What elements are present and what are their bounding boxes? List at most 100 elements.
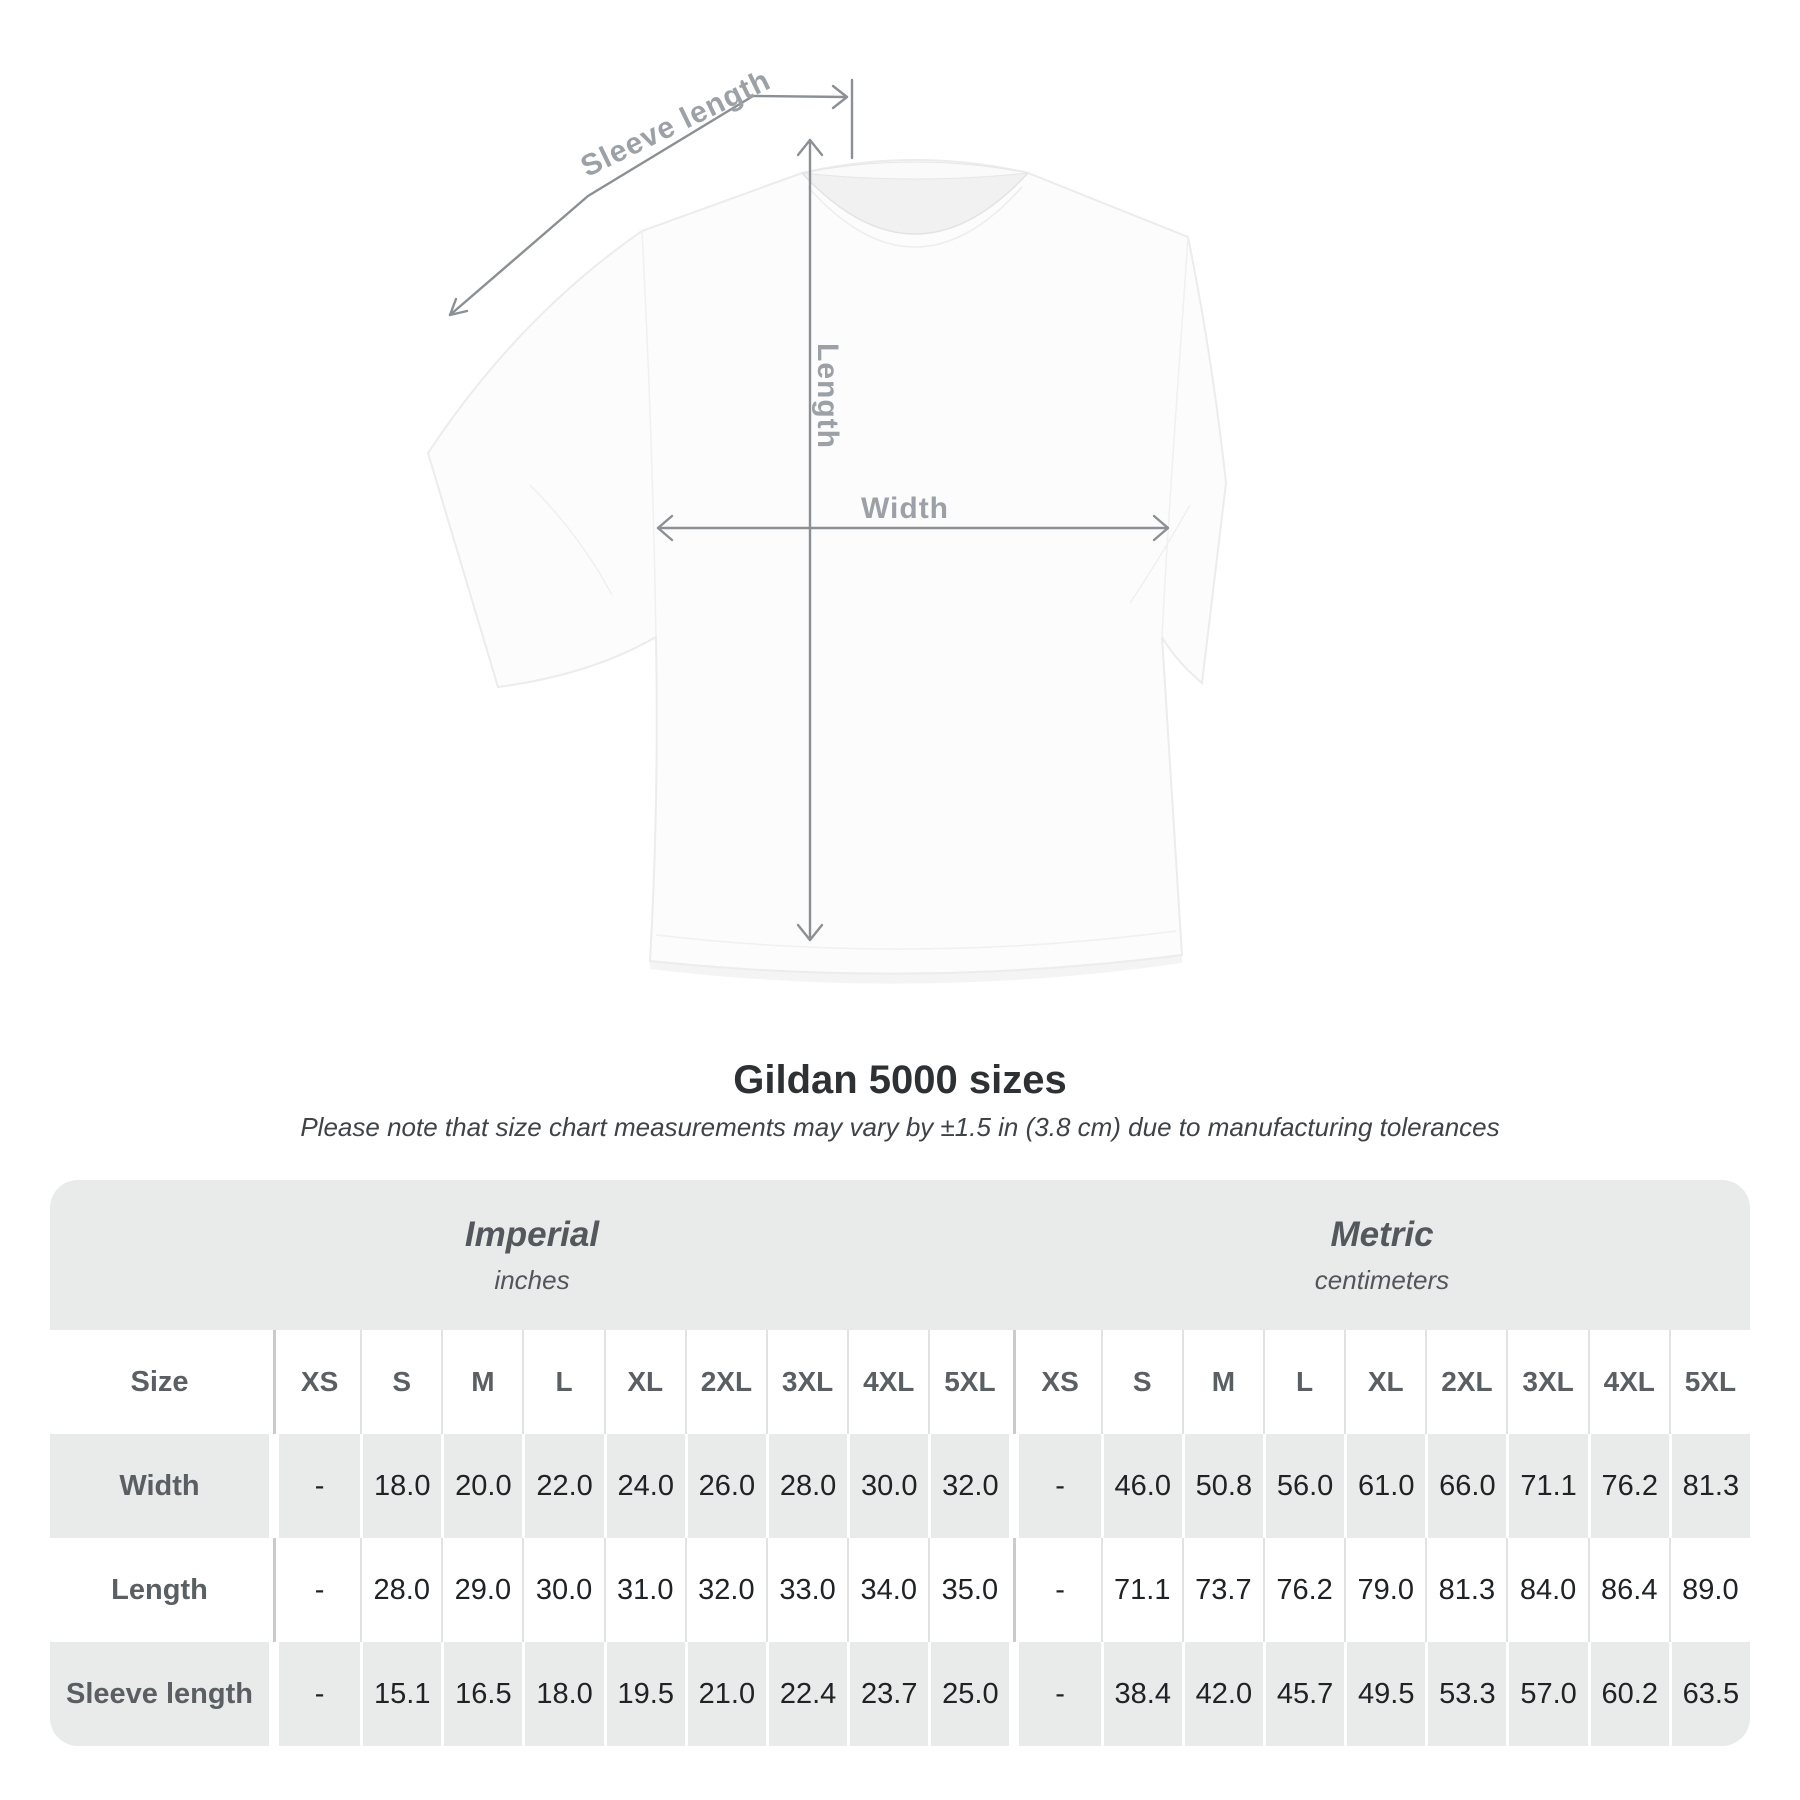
table-cell: 46.0 [1100,1434,1182,1538]
table-cell: 38.4 [1100,1642,1182,1746]
size-header-row: Size XS S M L XL 2XL 3XL 4XL 5XL XS S M … [50,1330,1750,1434]
size-header-xs: XS [300,1366,339,1397]
table-cell: 81.3 [1668,1434,1750,1538]
width-label: Width [860,492,950,525]
table-cell: - [279,1642,361,1746]
sleeve-length-arrow [448,78,854,317]
size-header-s: S [1100,1330,1182,1434]
size-header-xl: XL [603,1330,685,1434]
table-cell: 42.0 [1181,1642,1263,1746]
table-cell: 32.0 [684,1538,766,1642]
table-cell: 33.0 [765,1538,847,1642]
table-cell: 81.3 [1425,1538,1506,1642]
table-cell: 79.0 [1344,1538,1425,1642]
table-cell: 31.0 [603,1538,685,1642]
size-header-3xl: 3XL [765,1330,847,1434]
table-row-sleeve-length: Sleeve length - 15.1 16.5 18.0 19.5 21.0… [50,1642,1750,1746]
table-cell: 71.1 [1100,1538,1182,1642]
table-cell: 24.0 [603,1434,685,1538]
collar-opening [802,162,1028,234]
row-label-sleeve-length: Sleeve length [50,1642,269,1746]
table-cell: 76.2 [1587,1434,1669,1538]
table-cell: 22.4 [765,1642,848,1746]
table-cell: 15.1 [360,1642,442,1746]
unit-divider [1009,1330,1020,1434]
table-cell: 34.0 [847,1538,928,1642]
length-arrow [796,138,824,942]
size-header-2xl: 2XL [1425,1330,1506,1434]
size-header-4xl: 4XL [847,1330,928,1434]
table-cell: 25.0 [928,1642,1010,1746]
collar-neckline [801,172,1029,235]
table-cell: 30.0 [522,1538,603,1642]
table-cell: 53.3 [1425,1642,1507,1746]
table-cell: 20.0 [441,1434,523,1538]
size-header-5xl: 5XL [928,1330,1009,1434]
table-cell: 22.0 [522,1434,604,1538]
collar-stitch [807,186,1023,248]
row-label-length: Length [111,1573,208,1606]
size-header-5xl: 5XL [1668,1330,1750,1434]
size-header-3xl: 3XL [1506,1330,1587,1434]
tshirt-diagram [426,78,1228,984]
table-cell: 86.4 [1587,1538,1669,1642]
table-cell: 35.0 [928,1538,1009,1642]
table-cell: 49.5 [1344,1642,1426,1746]
size-header-s: S [360,1330,441,1434]
table-cell: 73.7 [1181,1538,1263,1642]
table-cell: 61.0 [1344,1434,1426,1538]
table-cell: 32.0 [928,1434,1010,1538]
column-divider [269,1330,279,1434]
table-cell: 71.1 [1506,1434,1588,1538]
row-label-width: Width [50,1434,269,1538]
table-cell: 84.0 [1506,1538,1587,1642]
table-cell: 28.0 [765,1434,848,1538]
size-header-m: M [441,1330,522,1434]
table-cell: - [1019,1642,1101,1746]
table-cell: 50.8 [1181,1434,1263,1538]
table-cell: 30.0 [847,1434,929,1538]
shirt-shadow [650,955,1182,984]
size-header-2xl: 2XL [684,1330,766,1434]
table-cell: 26.0 [684,1434,766,1538]
table-cell: 57.0 [1506,1642,1588,1746]
unit-divider [1009,1642,1019,1746]
page-title: Gildan 5000 sizes [733,1058,1067,1102]
group-unit: inches [494,1264,570,1295]
size-header-xs: XS [1041,1366,1079,1397]
table-cell: 56.0 [1262,1434,1345,1538]
table-cell: 18.0 [360,1434,442,1538]
group-unit: centimeters [1314,1264,1450,1295]
size-header-l: L [522,1330,603,1434]
group-name: Metric [1330,1214,1434,1254]
size-header-4xl: 4XL [1587,1330,1669,1434]
table-cell: 66.0 [1425,1434,1507,1538]
group-name: Imperial [464,1214,600,1254]
unit-group-header: Imperial inches Metric centimeters [50,1180,1750,1330]
table-row-length: Length - 28.0 29.0 30.0 31.0 32.0 33.0 3… [50,1538,1750,1642]
column-divider [269,1434,279,1538]
page-subtitle: Please note that size chart measurements… [300,1112,1500,1142]
table-cell: 28.0 [360,1538,441,1642]
table-cell: 16.5 [441,1642,523,1746]
table-cell: 19.5 [603,1642,685,1746]
table-cell: - [314,1573,325,1606]
column-divider [269,1642,279,1746]
table-cell: - [1019,1434,1101,1538]
size-header-l: L [1262,1330,1344,1434]
table-cell: 29.0 [441,1538,522,1642]
column-divider [269,1538,279,1642]
length-label: Length [811,343,844,449]
size-corner-label: Size [130,1365,189,1398]
table-cell: 23.7 [847,1642,929,1746]
table-cell: 76.2 [1262,1538,1344,1642]
group-header-metric: Metric centimeters [1014,1180,1750,1330]
table-cell: 18.0 [522,1642,604,1746]
shirt-body [426,159,1228,975]
group-header-imperial: Imperial inches [50,1180,1014,1330]
table-cell: 60.2 [1587,1642,1669,1746]
size-header-xl: XL [1344,1330,1425,1434]
table-cell: - [279,1434,361,1538]
shirt-seams [529,230,1191,950]
